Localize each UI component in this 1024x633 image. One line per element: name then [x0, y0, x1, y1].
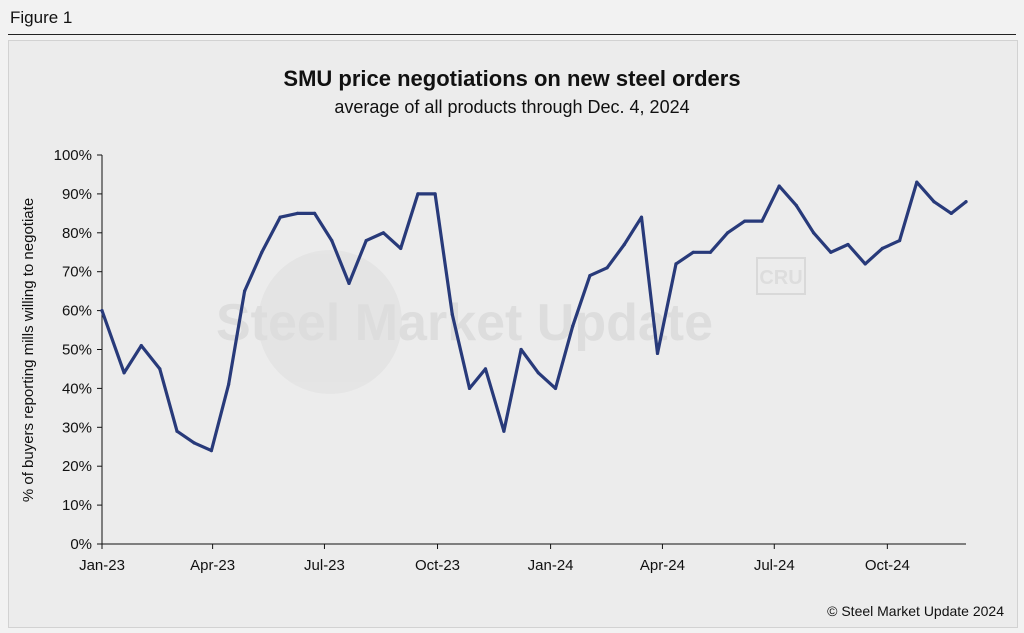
data-point — [313, 211, 317, 215]
data-point — [846, 242, 850, 247]
data-point — [295, 211, 299, 215]
data-point — [502, 429, 506, 433]
y-tick-label: 40% — [62, 380, 92, 397]
data-point — [691, 250, 695, 254]
y-axis: 0% 10% 20% 30% 40% 50% 60% 70% 80% 90% 100% — [54, 147, 103, 553]
watermark-cru-box — [756, 257, 806, 295]
y-tick-label: 50% — [62, 342, 92, 359]
x-tick-label: Apr-23 — [190, 557, 235, 574]
data-point — [794, 204, 799, 208]
data-point — [932, 200, 936, 204]
data-point — [227, 382, 231, 387]
data-point — [898, 239, 902, 243]
x-tick-label: Apr-24 — [640, 557, 685, 574]
data-point — [760, 219, 764, 223]
y-axis-label: % of buyers reporting mills willing to n… — [20, 198, 37, 502]
data-point — [364, 239, 368, 243]
chart-panel — [8, 40, 1018, 628]
data-point — [433, 192, 437, 196]
chart-subtitle: average of all products through Dec. 4, … — [334, 97, 690, 117]
data-point — [347, 281, 351, 285]
figure-header-rule — [8, 34, 1016, 35]
data-point — [100, 309, 104, 313]
data-point — [139, 344, 143, 348]
data-point — [915, 180, 919, 184]
data-point — [243, 289, 247, 293]
x-tick-label: Jan-24 — [528, 557, 574, 574]
copyright-notice: © Steel Market Update 2024 — [827, 603, 1004, 619]
watermark-cru-text: CRU — [759, 267, 802, 289]
data-point — [588, 274, 592, 278]
data-point — [278, 215, 282, 219]
y-tick-label: 70% — [62, 264, 92, 281]
y-tick-label: 90% — [62, 186, 92, 203]
data-point — [192, 441, 196, 445]
data-point — [450, 312, 454, 317]
data-point — [639, 215, 644, 219]
data-point — [175, 429, 179, 433]
data-point — [605, 266, 609, 270]
y-tick-label: 20% — [62, 458, 92, 475]
data-point — [829, 250, 833, 254]
figure-header: Figure 1 — [0, 0, 1024, 36]
y-tick-label: 80% — [62, 225, 92, 242]
data-point — [483, 367, 488, 371]
watermark-logo-circle — [258, 250, 402, 394]
data-point — [209, 449, 213, 453]
data-point — [863, 262, 867, 266]
data-point — [949, 211, 953, 215]
data-point — [880, 246, 885, 250]
chart-title: SMU price negotiations on new steel orde… — [283, 66, 741, 91]
data-point — [553, 386, 558, 390]
data-point — [964, 200, 968, 204]
data-point — [655, 351, 660, 355]
data-point — [622, 242, 626, 247]
x-tick-label: Oct-23 — [415, 557, 460, 574]
data-point — [467, 386, 472, 390]
x-tick-label: Jul-24 — [754, 557, 795, 574]
data-point — [260, 250, 264, 254]
data-point — [777, 184, 781, 188]
figure-label: Figure 1 — [10, 8, 73, 27]
x-axis: Jan-23 Apr-23 Jul-23 Oct-23 Jan-24 Apr-24 Jul-… — [79, 543, 966, 574]
y-tick-label: 10% — [62, 497, 92, 514]
data-point — [381, 231, 385, 235]
data-point — [708, 250, 713, 254]
watermark-brand-text: Steel Market Update — [216, 294, 713, 352]
y-tick-label: 60% — [62, 303, 92, 320]
data-point — [743, 219, 747, 223]
y-tick-label: 30% — [62, 419, 92, 436]
x-tick-label: Jan-23 — [79, 557, 125, 574]
data-point — [726, 231, 730, 235]
data-point — [519, 347, 523, 352]
data-point — [812, 231, 816, 235]
x-tick-label: Jul-23 — [304, 557, 345, 574]
data-point — [330, 239, 334, 243]
y-tick-label: 0% — [70, 536, 92, 553]
data-point — [536, 371, 540, 375]
data-point — [158, 367, 162, 371]
watermark: Steel Market Update CRU — [216, 250, 806, 394]
x-tick-label: Oct-24 — [865, 557, 910, 574]
y-tick-label: 100% — [54, 147, 92, 164]
data-point — [571, 324, 575, 328]
series-layer — [100, 180, 968, 453]
data-point — [416, 192, 420, 196]
data-point — [674, 262, 678, 266]
data-point — [122, 371, 126, 375]
data-point — [399, 246, 403, 250]
